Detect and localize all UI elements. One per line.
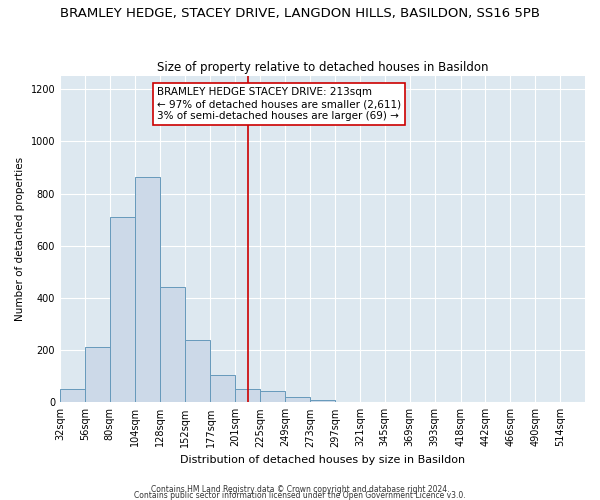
Bar [110,217,135,402]
Bar [310,400,335,402]
Bar [185,340,211,402]
Bar [135,176,160,402]
Bar [85,348,110,403]
Text: BRAMLEY HEDGE STACEY DRIVE: 213sqm
← 97% of detached houses are smaller (2,611)
: BRAMLEY HEDGE STACEY DRIVE: 213sqm ← 97%… [157,88,401,120]
Title: Size of property relative to detached houses in Basildon: Size of property relative to detached ho… [157,60,488,74]
Y-axis label: Number of detached properties: Number of detached properties [15,157,25,321]
Text: Contains HM Land Registry data © Crown copyright and database right 2024.: Contains HM Land Registry data © Crown c… [151,484,449,494]
Bar [285,397,310,402]
Bar [235,390,260,402]
Bar [60,390,85,402]
Text: Contains public sector information licensed under the Open Government Licence v3: Contains public sector information licen… [134,490,466,500]
Bar [160,288,185,403]
Bar [211,375,235,402]
Bar [260,390,285,402]
X-axis label: Distribution of detached houses by size in Basildon: Distribution of detached houses by size … [180,455,465,465]
Text: BRAMLEY HEDGE, STACEY DRIVE, LANGDON HILLS, BASILDON, SS16 5PB: BRAMLEY HEDGE, STACEY DRIVE, LANGDON HIL… [60,8,540,20]
